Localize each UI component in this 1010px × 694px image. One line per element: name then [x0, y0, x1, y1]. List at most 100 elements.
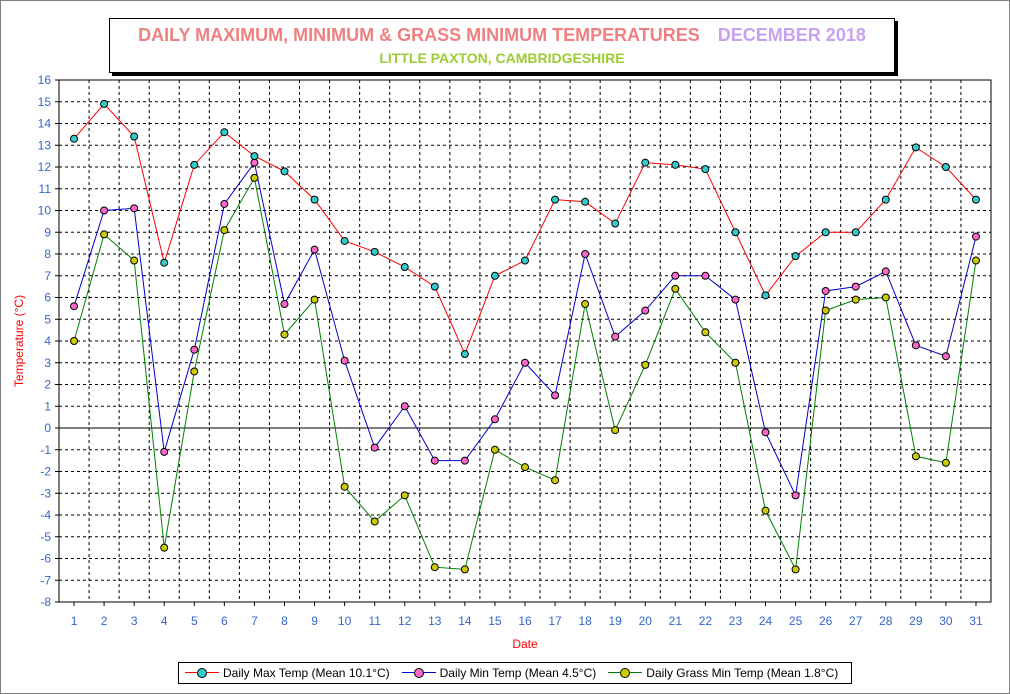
title-line: DAILY MAXIMUM, MINIMUM & GRASS MINIMUM T…	[110, 25, 894, 46]
data-point	[130, 256, 139, 265]
chart-title: DAILY MAXIMUM, MINIMUM & GRASS MINIMUM T…	[138, 25, 700, 45]
data-point	[400, 263, 409, 272]
data-point	[190, 367, 199, 376]
x-tick-label: 6	[221, 614, 228, 628]
data-point	[911, 341, 920, 350]
data-point	[100, 230, 109, 239]
data-point	[761, 291, 770, 300]
data-point	[761, 428, 770, 437]
data-point	[160, 543, 169, 552]
x-tick-label: 23	[729, 614, 743, 628]
data-point	[731, 358, 740, 367]
y-tick-label: 3	[44, 356, 51, 370]
y-tick-label: 12	[38, 160, 52, 174]
legend-item: Daily Max Temp (Mean 10.1°C)	[185, 666, 390, 680]
data-point	[881, 195, 890, 204]
data-point	[641, 306, 650, 315]
y-tick-label: 6	[44, 291, 51, 305]
x-tick-label: 4	[161, 614, 168, 628]
data-point	[160, 447, 169, 456]
y-tick-label: -1	[40, 443, 51, 457]
data-point	[370, 517, 379, 526]
legend-swatch	[608, 668, 643, 678]
y-tick-label: 4	[44, 334, 51, 348]
data-point	[611, 219, 620, 228]
legend-label: Daily Max Temp (Mean 10.1°C)	[223, 666, 390, 680]
data-point	[731, 228, 740, 237]
x-tick-label: 25	[789, 614, 803, 628]
data-point	[821, 228, 830, 237]
data-point	[701, 165, 710, 174]
legend-swatch	[401, 668, 436, 678]
data-point	[190, 345, 199, 354]
y-axis-label: Temperature (°C)	[12, 295, 26, 387]
data-point	[70, 134, 79, 143]
data-point	[400, 402, 409, 411]
data-point	[220, 128, 229, 137]
data-point	[521, 358, 529, 367]
data-point	[430, 456, 439, 465]
data-point	[971, 232, 980, 241]
x-tick-label: 29	[909, 614, 923, 628]
data-point	[611, 332, 620, 341]
y-tick-label: 5	[44, 312, 51, 326]
legend-item: Daily Min Temp (Mean 4.5°C)	[401, 666, 596, 680]
y-tick-label: 1	[44, 399, 51, 413]
x-tick-label: 30	[939, 614, 953, 628]
data-point	[460, 565, 469, 574]
chart-period: DECEMBER 2018	[717, 25, 866, 45]
x-tick-label: 10	[338, 614, 352, 628]
data-point	[310, 195, 319, 204]
data-point	[851, 295, 860, 304]
y-tick-label: -8	[40, 595, 51, 609]
data-point	[280, 167, 289, 176]
legend-item: Daily Grass Min Temp (Mean 1.8°C)	[608, 666, 838, 680]
data-point	[70, 337, 79, 345]
data-point	[641, 360, 650, 369]
x-tick-label: 21	[669, 614, 683, 628]
data-point	[430, 563, 439, 572]
x-tick-label: 24	[759, 614, 773, 628]
data-point	[70, 302, 79, 311]
data-point	[761, 506, 770, 515]
x-tick-label: 16	[518, 614, 532, 628]
data-point	[911, 452, 920, 461]
x-tick-label: 13	[428, 614, 442, 628]
x-tick-label: 1	[71, 614, 78, 628]
data-point	[821, 286, 830, 295]
y-tick-label: 14	[38, 117, 52, 131]
x-tick-label: 27	[849, 614, 863, 628]
y-tick-label: -4	[40, 508, 51, 522]
data-point	[791, 491, 800, 500]
x-tick-label: 14	[458, 614, 472, 628]
data-point	[731, 295, 740, 304]
data-point	[851, 282, 860, 291]
title-box: DAILY MAXIMUM, MINIMUM & GRASS MINIMUM T…	[109, 18, 895, 73]
x-tick-label: 8	[281, 614, 288, 628]
data-point	[310, 295, 319, 304]
data-point	[791, 252, 800, 261]
y-tick-label: 11	[39, 182, 52, 196]
x-tick-label: 26	[819, 614, 833, 628]
x-tick-label: 28	[879, 614, 893, 628]
data-point	[521, 463, 529, 472]
data-point	[581, 300, 590, 309]
x-tick-label: 31	[969, 614, 983, 628]
data-point	[130, 204, 139, 213]
data-point	[250, 158, 259, 167]
legend-label: Daily Grass Min Temp (Mean 1.8°C)	[646, 666, 839, 680]
x-tick-label: 3	[131, 614, 138, 628]
data-point	[911, 143, 920, 152]
data-point	[671, 284, 680, 293]
data-point	[791, 565, 800, 574]
data-point	[881, 267, 890, 276]
x-tick-label: 12	[398, 614, 412, 628]
data-point	[220, 226, 229, 235]
data-point	[971, 256, 980, 265]
data-point	[671, 160, 680, 169]
x-tick-label: 19	[609, 614, 623, 628]
data-point	[100, 99, 109, 108]
data-point	[941, 352, 950, 361]
data-point	[851, 228, 860, 237]
data-point	[490, 415, 499, 424]
